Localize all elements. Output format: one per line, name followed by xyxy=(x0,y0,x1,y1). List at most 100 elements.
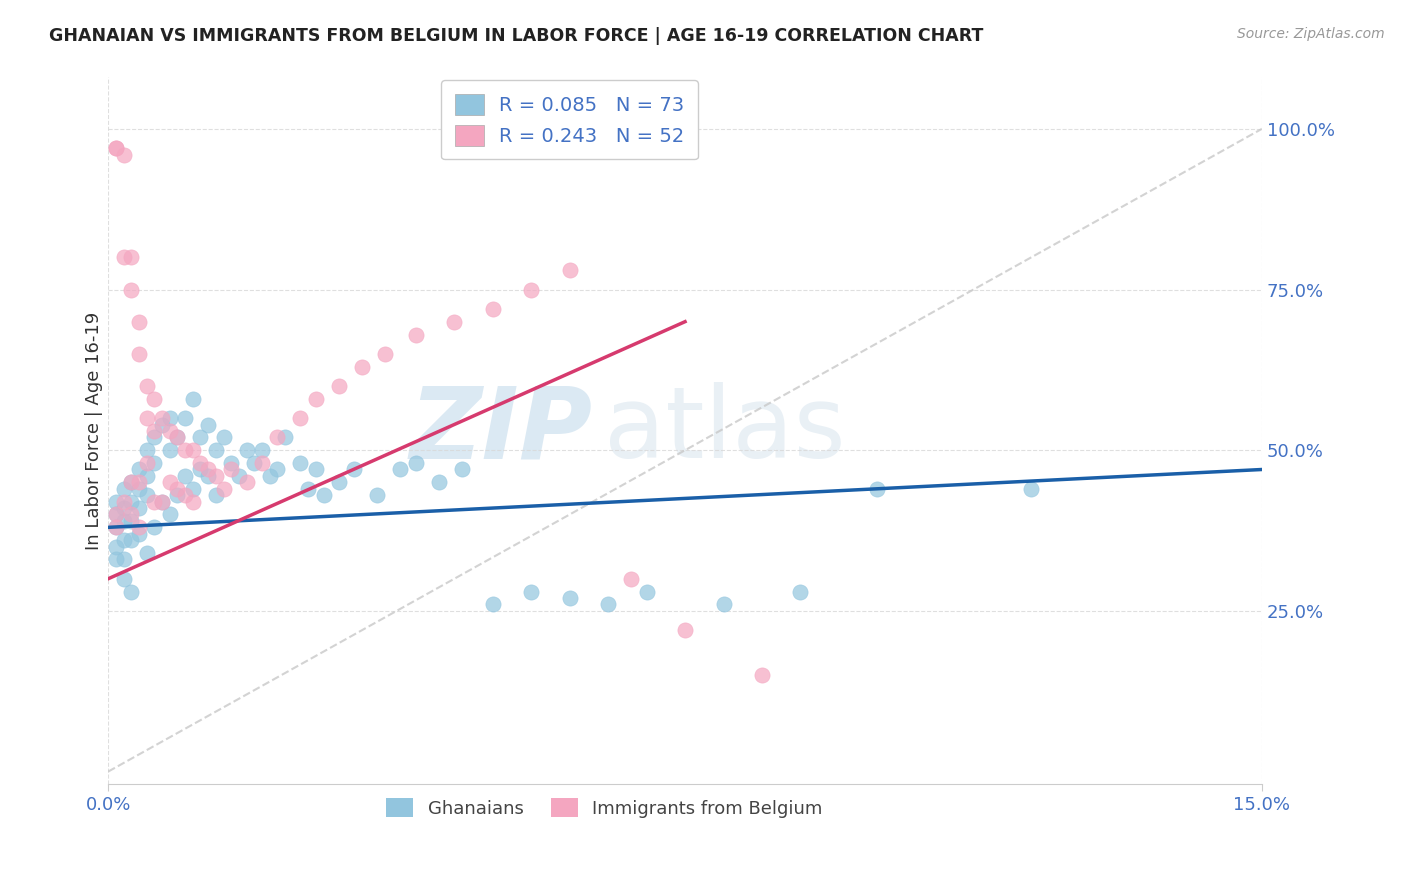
Point xyxy=(598,598,620,612)
Point xyxy=(389,462,412,476)
Point xyxy=(159,475,181,490)
Point xyxy=(190,456,212,470)
Text: Source: ZipAtlas.com: Source: ZipAtlas.com xyxy=(1237,27,1385,41)
Point xyxy=(558,263,581,277)
Point xyxy=(328,475,350,490)
Point xyxy=(235,475,257,490)
Point xyxy=(128,501,150,516)
Point xyxy=(219,462,242,476)
Point xyxy=(174,488,197,502)
Point xyxy=(159,411,181,425)
Point xyxy=(212,482,235,496)
Point xyxy=(259,469,281,483)
Point xyxy=(751,668,773,682)
Point xyxy=(112,501,135,516)
Point xyxy=(112,251,135,265)
Y-axis label: In Labor Force | Age 16-19: In Labor Force | Age 16-19 xyxy=(86,312,103,550)
Point xyxy=(120,533,142,548)
Point xyxy=(443,315,465,329)
Point xyxy=(135,546,157,560)
Point xyxy=(150,494,173,508)
Point xyxy=(789,584,811,599)
Point xyxy=(166,488,188,502)
Point xyxy=(135,469,157,483)
Point xyxy=(520,283,543,297)
Point xyxy=(243,456,266,470)
Point xyxy=(481,598,503,612)
Point xyxy=(620,572,643,586)
Point xyxy=(174,469,197,483)
Point xyxy=(135,379,157,393)
Point xyxy=(135,443,157,458)
Point xyxy=(266,430,288,444)
Point xyxy=(143,424,166,438)
Point xyxy=(290,411,312,425)
Point xyxy=(143,520,166,534)
Point xyxy=(104,494,127,508)
Point xyxy=(150,494,173,508)
Point xyxy=(104,552,127,566)
Point xyxy=(104,141,127,155)
Point xyxy=(481,301,503,316)
Text: ZIP: ZIP xyxy=(409,383,593,479)
Point xyxy=(374,347,396,361)
Point xyxy=(205,469,228,483)
Point xyxy=(159,508,181,522)
Point xyxy=(250,443,273,458)
Point xyxy=(427,475,450,490)
Point xyxy=(135,411,157,425)
Point xyxy=(120,283,142,297)
Point xyxy=(228,469,250,483)
Point xyxy=(190,462,212,476)
Point xyxy=(405,456,427,470)
Text: GHANAIAN VS IMMIGRANTS FROM BELGIUM IN LABOR FORCE | AGE 16-19 CORRELATION CHART: GHANAIAN VS IMMIGRANTS FROM BELGIUM IN L… xyxy=(49,27,984,45)
Point xyxy=(143,456,166,470)
Point xyxy=(305,392,328,406)
Point xyxy=(143,494,166,508)
Point xyxy=(112,147,135,161)
Point xyxy=(120,584,142,599)
Point xyxy=(197,469,219,483)
Point xyxy=(120,475,142,490)
Text: atlas: atlas xyxy=(605,383,846,479)
Point xyxy=(120,508,142,522)
Point xyxy=(128,315,150,329)
Point xyxy=(112,533,135,548)
Point xyxy=(166,482,188,496)
Point xyxy=(104,141,127,155)
Point xyxy=(104,540,127,554)
Point xyxy=(274,430,297,444)
Point xyxy=(1019,482,1042,496)
Legend: Ghanaians, Immigrants from Belgium: Ghanaians, Immigrants from Belgium xyxy=(378,791,830,825)
Point xyxy=(212,430,235,444)
Point xyxy=(112,482,135,496)
Point xyxy=(135,488,157,502)
Point xyxy=(266,462,288,476)
Point xyxy=(159,424,181,438)
Point xyxy=(120,475,142,490)
Point xyxy=(181,392,204,406)
Point xyxy=(112,552,135,566)
Point xyxy=(636,584,658,599)
Point xyxy=(558,591,581,605)
Point xyxy=(297,482,319,496)
Point xyxy=(197,417,219,432)
Point xyxy=(150,411,173,425)
Point xyxy=(128,347,150,361)
Point xyxy=(290,456,312,470)
Point xyxy=(520,584,543,599)
Point xyxy=(451,462,474,476)
Point xyxy=(104,508,127,522)
Point xyxy=(205,443,228,458)
Point xyxy=(143,392,166,406)
Point xyxy=(181,494,204,508)
Point xyxy=(104,508,127,522)
Point xyxy=(366,488,388,502)
Point xyxy=(235,443,257,458)
Point xyxy=(128,462,150,476)
Point xyxy=(120,514,142,528)
Point xyxy=(128,526,150,541)
Point xyxy=(166,430,188,444)
Point xyxy=(112,572,135,586)
Point xyxy=(673,623,696,637)
